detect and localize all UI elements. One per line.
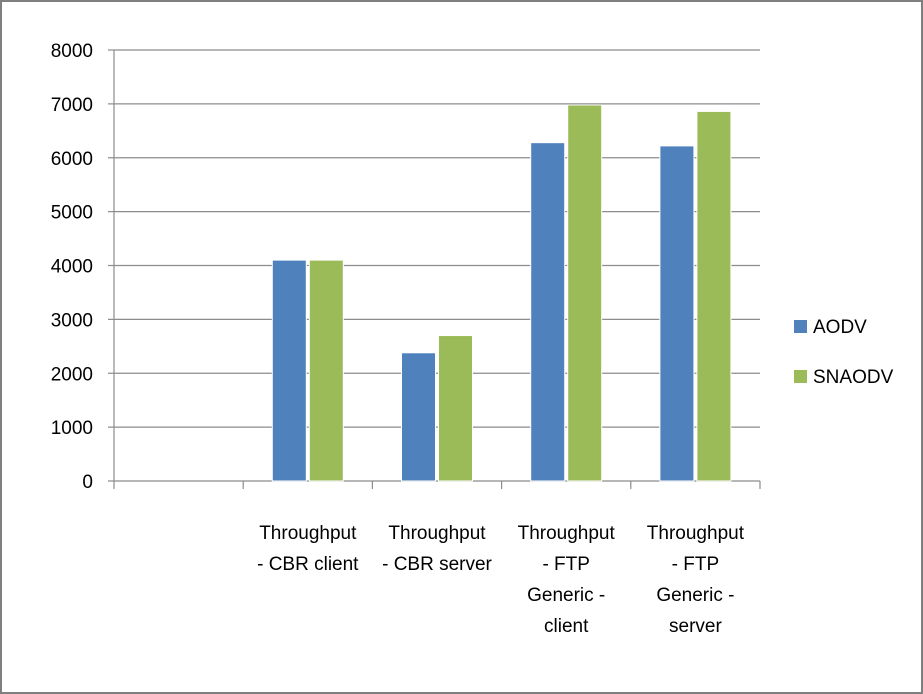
bar-aodv — [530, 142, 566, 482]
x-category-label: server — [669, 616, 722, 637]
y-tick-label: 2000 — [51, 364, 93, 385]
bar-snaodv — [438, 335, 473, 482]
x-category-label: Throughput — [518, 523, 616, 544]
x-category-label: - FTP — [542, 554, 590, 575]
x-category-label: Throughput — [259, 523, 357, 544]
legend-swatch-snaodv — [794, 370, 807, 383]
bar-aodv — [271, 259, 307, 482]
y-tick-label: 1000 — [51, 418, 93, 439]
x-category-label: - CBR client — [257, 554, 359, 575]
bar-aodv — [401, 352, 436, 482]
y-tick-label: 8000 — [51, 41, 93, 62]
bar-snaodv — [308, 259, 344, 482]
legend-label-aodv: AODV — [813, 317, 867, 338]
x-category-label: Throughput — [388, 523, 486, 544]
bar-aodv — [659, 145, 695, 482]
y-tick-label: 4000 — [51, 257, 93, 278]
bar-snaodv — [696, 110, 732, 482]
y-tick-label: 6000 — [51, 149, 93, 170]
y-tick-label: 0 — [82, 472, 93, 493]
x-category-label: - FTP — [672, 554, 720, 575]
bar-snaodv — [567, 104, 603, 482]
y-tick-label: 5000 — [51, 203, 93, 224]
x-category-label: - CBR server — [382, 554, 492, 575]
y-tick-label: 3000 — [51, 310, 93, 331]
x-category-label: Generic - — [527, 585, 605, 606]
x-category-label: client — [544, 616, 589, 637]
y-tick-label: 7000 — [51, 95, 93, 116]
x-category-label: Throughput — [647, 523, 745, 544]
x-category-label: Generic - — [656, 585, 734, 606]
legend-label-snaodv: SNAODV — [813, 367, 894, 388]
legend-swatch-aodv — [794, 320, 807, 333]
